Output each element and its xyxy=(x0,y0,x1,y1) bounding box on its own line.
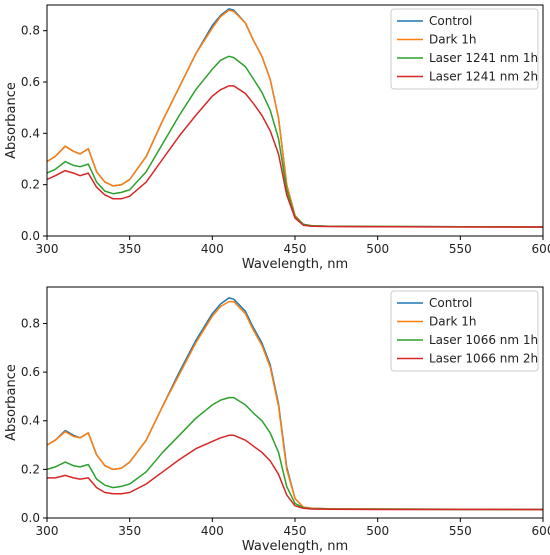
legend-box xyxy=(390,290,539,372)
y-tick-label: 0.2 xyxy=(21,178,40,192)
x-tick-label: 350 xyxy=(118,524,141,538)
y-tick-label: 0.6 xyxy=(21,75,40,89)
x-tick-label: 600 xyxy=(532,242,550,256)
y-tick-label: 0.8 xyxy=(21,24,40,38)
y-tick-label: 0.4 xyxy=(21,414,40,428)
x-tick-label: 500 xyxy=(366,524,389,538)
x-tick-label: 400 xyxy=(201,524,224,538)
legend-label: Laser 1066 nm 1h xyxy=(429,333,538,347)
x-tick-label: 500 xyxy=(366,242,389,256)
y-tick-label: 0.6 xyxy=(21,365,40,379)
legend-label: Dark 1h xyxy=(429,315,477,329)
y-axis-label: Absorbance xyxy=(4,364,19,441)
y-tick-label: 0.0 xyxy=(21,511,40,525)
y-tick-label: 0.0 xyxy=(21,229,40,243)
x-tick-label: 450 xyxy=(284,524,307,538)
legend: Control Dark 1h Laser 1066 nm 1h Laser 1066… xyxy=(390,290,539,372)
x-tick-label: 550 xyxy=(449,524,472,538)
x-tick-label: 450 xyxy=(284,242,307,256)
x-tick-label: 400 xyxy=(201,242,224,256)
y-tick-label: 0.8 xyxy=(21,316,40,330)
series-line-laser-1241-nm-2h xyxy=(46,85,543,228)
y-axis-label: Absorbance xyxy=(4,82,19,159)
legend-label: Dark 1h xyxy=(429,33,477,47)
legend-box xyxy=(390,8,539,90)
series-line-dark-1h xyxy=(46,300,544,511)
x-axis-label: Wavelength, nm xyxy=(242,539,348,554)
legend-label: Laser 1241 nm 1h xyxy=(429,51,538,65)
x-tick-label: 600 xyxy=(532,524,550,538)
series-line-laser-1066-nm-2h xyxy=(47,434,543,511)
y-tick-label: 0.4 xyxy=(21,126,40,140)
x-tick-label: 350 xyxy=(118,242,141,256)
legend: Control Dark 1h Laser 1241 nm 1h Laser 1241… xyxy=(390,8,539,90)
chart-panel-1: 300 350 400 450 500 550 600 0.0 0.2 0.4 0.6 0.8 Wave… xyxy=(4,4,550,272)
x-axis-label: Wavelength, nm xyxy=(242,257,348,272)
legend-label: Laser 1241 nm 2h xyxy=(429,70,538,84)
legend-label: Control xyxy=(429,296,472,310)
x-tick-label: 300 xyxy=(36,524,59,538)
x-tick-label: 300 xyxy=(36,242,59,256)
series-line-laser-1066-nm-1h xyxy=(46,396,543,511)
legend-label: Laser 1066 nm 2h xyxy=(429,352,538,366)
legend-label: Control xyxy=(429,14,472,28)
x-tick-label: 550 xyxy=(449,242,472,256)
chart-panel-2: 300 350 400 450 500 550 600 0.0 0.2 0.4 0.6 0.8 Wave… xyxy=(4,286,550,554)
y-tick-label: 0.2 xyxy=(21,462,40,476)
